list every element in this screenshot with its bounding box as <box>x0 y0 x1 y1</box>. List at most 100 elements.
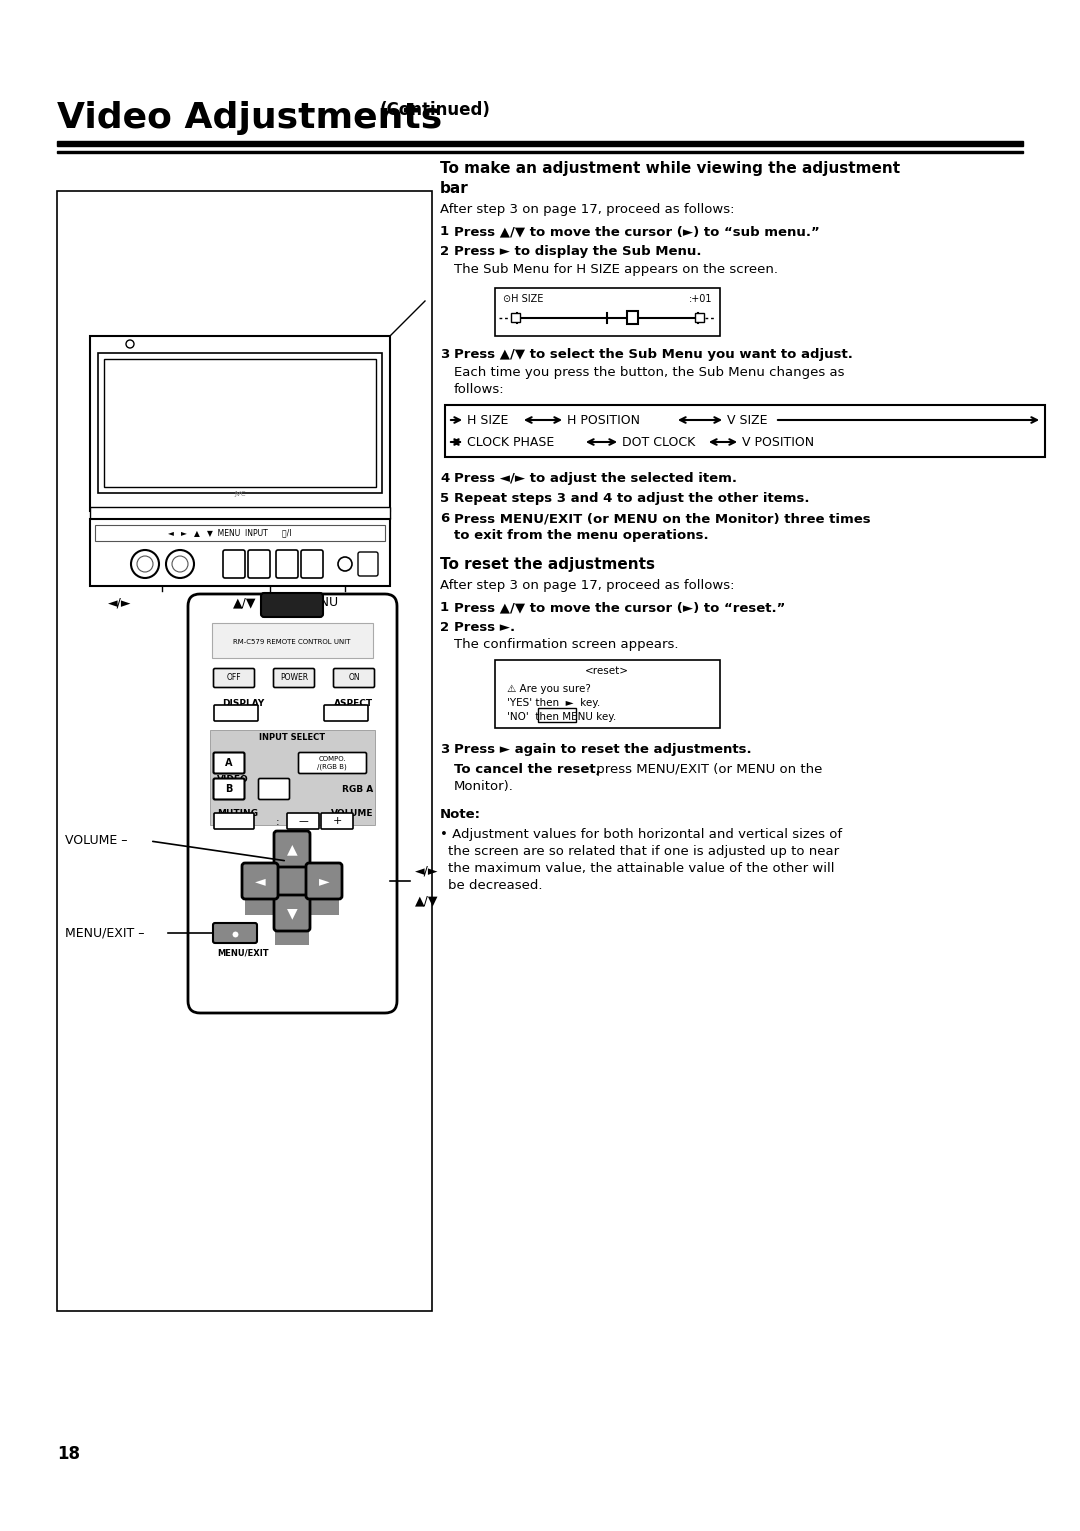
Text: 'YES' then  ►  key.: 'YES' then ► key. <box>507 698 600 707</box>
Text: ON: ON <box>348 674 360 683</box>
Text: H POSITION: H POSITION <box>567 413 640 427</box>
Circle shape <box>126 340 134 348</box>
Text: CLOCK PHASE: CLOCK PHASE <box>467 435 554 449</box>
FancyBboxPatch shape <box>248 550 270 579</box>
FancyBboxPatch shape <box>301 550 323 579</box>
Text: The Sub Menu for H SIZE appears on the screen.: The Sub Menu for H SIZE appears on the s… <box>454 263 778 276</box>
Circle shape <box>172 556 188 573</box>
Text: ⊙H SIZE: ⊙H SIZE <box>503 294 543 305</box>
Text: follows:: follows: <box>454 383 504 397</box>
Text: 2: 2 <box>440 622 449 634</box>
Text: RGB A: RGB A <box>341 784 373 793</box>
Bar <box>538 707 576 723</box>
Text: RM-C579 REMOTE CONTROL UNIT: RM-C579 REMOTE CONTROL UNIT <box>233 638 351 645</box>
Text: 5: 5 <box>440 491 449 505</box>
FancyBboxPatch shape <box>274 831 310 867</box>
Text: ◄   ►   ▲   ▼  MENU  INPUT      ⏻/I: ◄ ► ▲ ▼ MENU INPUT ⏻/I <box>168 528 292 537</box>
Text: 1: 1 <box>440 602 449 614</box>
Text: Each time you press the button, the Sub Menu changes as: Each time you press the button, the Sub … <box>454 366 845 380</box>
FancyBboxPatch shape <box>324 704 368 721</box>
Bar <box>212 623 373 658</box>
Bar <box>90 507 390 519</box>
Text: MENU/EXIT: MENU/EXIT <box>217 949 269 958</box>
FancyBboxPatch shape <box>276 550 298 579</box>
FancyBboxPatch shape <box>222 550 245 579</box>
Text: ▲: ▲ <box>286 842 297 856</box>
Text: Note:: Note: <box>440 808 481 821</box>
Text: DISPLAY: DISPLAY <box>222 700 265 709</box>
Text: bar: bar <box>440 181 469 196</box>
Bar <box>696 312 704 322</box>
Text: 3: 3 <box>440 743 449 756</box>
FancyBboxPatch shape <box>214 813 254 828</box>
Text: 4: 4 <box>440 472 449 485</box>
Text: ►: ► <box>319 874 329 888</box>
Text: 2: 2 <box>440 245 449 259</box>
Text: B: B <box>226 784 232 795</box>
Text: ▲/▼: ▲/▼ <box>233 596 257 609</box>
Text: ▼: ▼ <box>286 906 297 920</box>
Text: Press MENU/EXIT (or MENU on the Monitor) three times: Press MENU/EXIT (or MENU on the Monitor)… <box>454 511 870 525</box>
Text: The confirmation screen appears.: The confirmation screen appears. <box>454 638 678 651</box>
Text: • Adjustment values for both horizontal and vertical sizes of: • Adjustment values for both horizontal … <box>440 828 842 841</box>
Bar <box>90 519 390 586</box>
Text: COMPO.
/(RGB B): COMPO. /(RGB B) <box>318 756 347 770</box>
Text: the screen are so related that if one is adjusted up to near: the screen are so related that if one is… <box>448 845 839 857</box>
Text: After step 3 on page 17, proceed as follows:: After step 3 on page 17, proceed as foll… <box>440 204 734 216</box>
Text: Video Adjustments: Video Adjustments <box>57 101 442 135</box>
Text: Repeat steps 3 and 4 to adjust the other items.: Repeat steps 3 and 4 to adjust the other… <box>454 491 810 505</box>
Text: Press ◄/► to adjust the selected item.: Press ◄/► to adjust the selected item. <box>454 472 737 485</box>
Text: INPUT SELECT: INPUT SELECT <box>259 733 325 743</box>
Text: After step 3 on page 17, proceed as follows:: After step 3 on page 17, proceed as foll… <box>440 579 734 592</box>
FancyBboxPatch shape <box>213 923 257 943</box>
Text: ▲/▼: ▲/▼ <box>415 894 438 908</box>
Text: 18: 18 <box>57 1445 80 1464</box>
Text: Press ► again to reset the adjustments.: Press ► again to reset the adjustments. <box>454 743 752 756</box>
FancyBboxPatch shape <box>214 753 244 773</box>
FancyBboxPatch shape <box>298 753 366 773</box>
FancyBboxPatch shape <box>258 778 289 799</box>
Text: :: : <box>276 818 280 827</box>
FancyBboxPatch shape <box>214 704 258 721</box>
Text: the maximum value, the attainable value of the other will: the maximum value, the attainable value … <box>448 862 835 876</box>
Bar <box>57 191 432 1311</box>
Bar <box>57 141 1023 145</box>
Text: ⚠ Are you sure?: ⚠ Are you sure? <box>507 684 591 694</box>
FancyBboxPatch shape <box>306 863 342 899</box>
Bar <box>445 406 1045 456</box>
Bar <box>104 358 376 487</box>
Text: ◄: ◄ <box>255 874 266 888</box>
Bar <box>98 354 382 493</box>
FancyBboxPatch shape <box>242 863 278 899</box>
Text: MUTING: MUTING <box>217 810 258 819</box>
FancyBboxPatch shape <box>357 553 378 576</box>
Text: Press ▲/▼ to move the cursor (►) to “reset.”: Press ▲/▼ to move the cursor (►) to “res… <box>454 602 785 614</box>
Text: VOLUME –: VOLUME – <box>65 834 127 848</box>
Text: 6: 6 <box>440 511 449 525</box>
Circle shape <box>338 557 352 571</box>
FancyBboxPatch shape <box>321 813 353 828</box>
Text: be decreased.: be decreased. <box>448 879 542 893</box>
Text: OFF: OFF <box>227 674 241 683</box>
Text: —: — <box>298 816 308 827</box>
Circle shape <box>166 550 194 579</box>
FancyBboxPatch shape <box>334 669 375 687</box>
FancyBboxPatch shape <box>287 813 319 828</box>
Text: Monitor).: Monitor). <box>454 779 514 793</box>
Text: V POSITION: V POSITION <box>742 435 814 449</box>
FancyBboxPatch shape <box>214 778 244 799</box>
Text: to exit from the menu operations.: to exit from the menu operations. <box>454 530 708 542</box>
FancyBboxPatch shape <box>273 669 314 687</box>
Text: +: + <box>333 816 341 827</box>
Text: ◄/►: ◄/► <box>415 865 438 877</box>
Text: Press ►.: Press ►. <box>454 622 515 634</box>
Circle shape <box>137 556 153 573</box>
FancyBboxPatch shape <box>245 880 339 916</box>
FancyBboxPatch shape <box>275 851 309 945</box>
Text: Press ► to display the Sub Menu.: Press ► to display the Sub Menu. <box>454 245 702 259</box>
Bar <box>495 288 720 335</box>
Text: VOLUME: VOLUME <box>330 810 373 819</box>
FancyBboxPatch shape <box>214 669 255 687</box>
Bar <box>95 525 384 540</box>
FancyBboxPatch shape <box>274 896 310 931</box>
